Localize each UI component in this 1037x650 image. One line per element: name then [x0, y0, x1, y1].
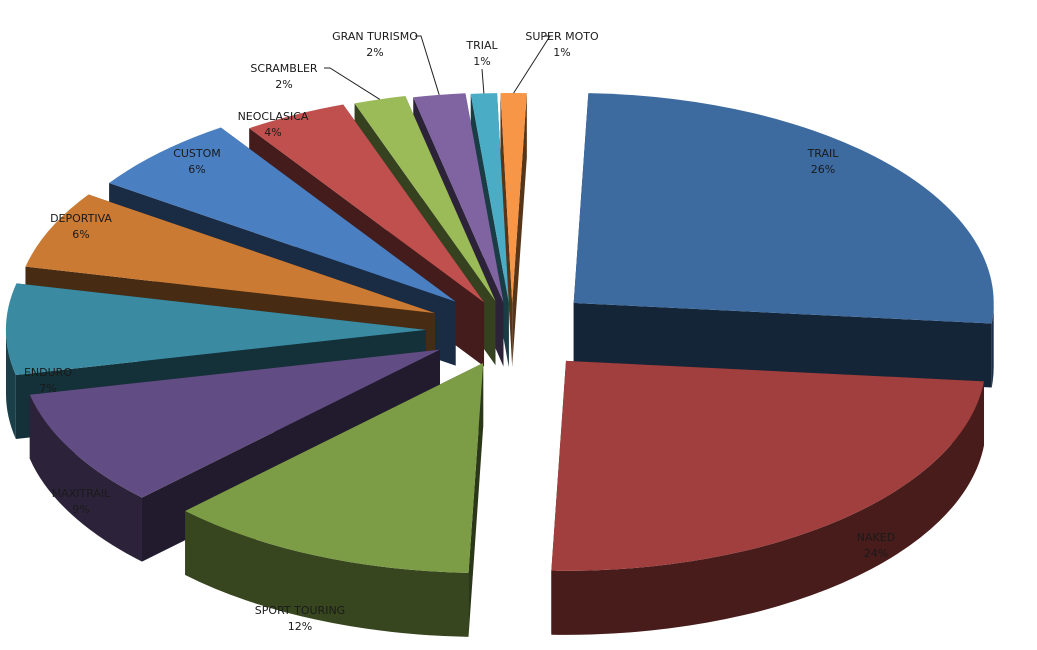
- percent-label: 26%: [811, 163, 835, 176]
- category-label: ENDURO: [24, 366, 72, 379]
- percent-label: 1%: [553, 46, 570, 59]
- category-label: NEOCLASICA: [238, 110, 309, 123]
- category-label: NAKED: [857, 531, 895, 544]
- data-label: TRAIL 26%: [807, 147, 840, 176]
- leader-line: [513, 35, 551, 94]
- data-label: NAKED 24%: [857, 531, 895, 560]
- data-label: SPORT TOURING 12%: [255, 604, 345, 633]
- percent-label: 2%: [275, 78, 292, 91]
- category-label: GRAN TURISMO: [332, 30, 418, 43]
- percent-label: 6%: [188, 163, 205, 176]
- data-label: DEPORTIVA 6%: [50, 212, 112, 241]
- data-label: GRAN TURISMO 2%: [332, 30, 418, 59]
- percent-label: 6%: [72, 228, 89, 241]
- category-label: DEPORTIVA: [50, 212, 112, 225]
- data-label: MAXITRAIL 9%: [52, 487, 111, 516]
- pie-slice-trail: [573, 93, 994, 388]
- category-label: MAXITRAIL: [52, 487, 111, 500]
- data-label: TRIAL 1%: [465, 39, 498, 68]
- data-label: CUSTOM 6%: [173, 147, 221, 176]
- percent-label: 12%: [288, 620, 312, 633]
- leader-line: [324, 67, 380, 100]
- leader-line: [481, 68, 485, 94]
- data-label: SCRAMBLER 2%: [250, 62, 318, 91]
- percent-label: 24%: [864, 547, 888, 560]
- percent-label: 7%: [39, 382, 56, 395]
- percent-label: 4%: [264, 126, 281, 139]
- category-label: SCRAMBLER: [250, 62, 318, 75]
- category-label: TRAIL: [807, 147, 840, 160]
- data-labels: TRAIL 26% NAKED 24% SPORT TOURING 12% MAXITRAI…: [24, 30, 895, 633]
- pie-slices: [6, 93, 994, 637]
- pie-slice-super-moto: [500, 93, 527, 368]
- data-label: NEOCLASICA 4%: [238, 110, 309, 139]
- category-label: SPORT TOURING: [255, 604, 345, 617]
- data-label: SUPER MOTO 1%: [525, 30, 599, 59]
- category-label: TRIAL: [465, 39, 498, 52]
- data-label: ENDURO 7%: [24, 366, 72, 395]
- percent-label: 9%: [72, 503, 89, 516]
- leader-line: [415, 35, 440, 95]
- pie-slice-naked: [551, 360, 985, 635]
- category-label: CUSTOM: [173, 147, 221, 160]
- percent-label: 2%: [366, 46, 383, 59]
- percent-label: 1%: [473, 55, 490, 68]
- pie-slice-sport-touring: [185, 362, 484, 637]
- leader-lines: [324, 35, 551, 100]
- category-label: SUPER MOTO: [525, 30, 599, 43]
